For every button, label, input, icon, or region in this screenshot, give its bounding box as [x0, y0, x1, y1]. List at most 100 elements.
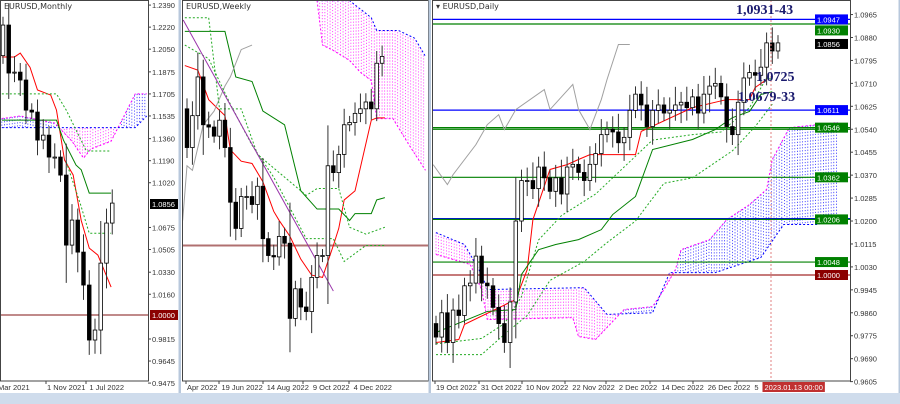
- candle: [667, 109, 672, 114]
- time-tick-label: 1 Nov 2021: [47, 383, 85, 392]
- candle: [309, 276, 314, 312]
- time-tick-label: 10 Nov 2022: [526, 383, 569, 392]
- candle: [352, 112, 358, 123]
- candle: [255, 185, 260, 205]
- price-badge: [815, 14, 848, 25]
- price-badge: [815, 105, 848, 116]
- candle: [741, 77, 746, 103]
- candle: [104, 222, 109, 264]
- candle: [713, 82, 718, 87]
- candle: [707, 85, 712, 95]
- candle: [12, 71, 17, 74]
- time-tick-label: 22 Nov 2022: [572, 383, 615, 392]
- annotation-level-1: 1,0725: [756, 70, 795, 85]
- candle: [331, 165, 336, 174]
- candle: [98, 262, 103, 331]
- time-tick-label: 19 Jun 2022: [221, 383, 262, 392]
- price-tick-label: 1.0880: [854, 33, 877, 42]
- indicator-line: [435, 77, 773, 345]
- time-tick-label: Mar 2021: [0, 383, 30, 392]
- price-badge-label: 1.0000: [152, 311, 175, 320]
- candle: [724, 96, 729, 127]
- candle: [58, 156, 63, 176]
- candle: [35, 111, 40, 141]
- candle: [621, 136, 627, 144]
- candle: [553, 177, 558, 192]
- price-tick-label: 1.2390: [152, 1, 175, 10]
- candle: [363, 101, 369, 110]
- candle: [599, 134, 604, 154]
- candle: [490, 285, 496, 308]
- candle: [770, 42, 775, 52]
- candle: [479, 255, 484, 284]
- indicator-line: [184, 17, 385, 235]
- candle: [718, 82, 724, 98]
- price-tick-label: 1.1190: [152, 157, 174, 166]
- candle: [639, 93, 644, 106]
- price-badge-label: 1.0362: [817, 173, 840, 182]
- candle: [369, 101, 374, 110]
- price-tick-label: 0.9775: [854, 332, 877, 341]
- candle: [650, 109, 655, 127]
- price-tick-label: 1.1535: [152, 112, 175, 121]
- price-tick-label: 1.0330: [152, 268, 175, 277]
- price-badge-label: 1.0546: [817, 124, 840, 133]
- indicator-line: [1, 119, 112, 194]
- price-tick-label: 1.0160: [152, 290, 175, 299]
- indicator-line: [183, 44, 253, 221]
- time-tick-label: 4 Dec 2022: [354, 383, 392, 392]
- candle: [336, 153, 341, 174]
- candle: [298, 288, 304, 308]
- candle: [604, 128, 610, 136]
- indicator-line: [65, 161, 112, 234]
- price-tick-label: 1.0285: [854, 194, 877, 203]
- indicator-line: [1, 52, 112, 288]
- candle: [217, 119, 222, 137]
- price-badge: [150, 310, 178, 320]
- price-tick-label: 0.9690: [854, 355, 877, 364]
- price-badge: [815, 25, 848, 36]
- time-tick-label: 19 Oct 2022: [436, 383, 477, 392]
- candle: [266, 238, 271, 256]
- price-badge-label: 1.0930: [817, 26, 840, 35]
- time-tick-label: 2 Dec 2022: [619, 383, 657, 392]
- price-badge: [815, 257, 848, 268]
- price-badge: [815, 38, 848, 49]
- price-tick-label: 0.9645: [152, 357, 175, 366]
- candle: [244, 196, 249, 198]
- candle: [570, 163, 575, 168]
- price-badge-label: 1.0000: [817, 271, 840, 280]
- candle: [467, 282, 473, 287]
- candle: [485, 282, 490, 287]
- candle: [320, 255, 325, 257]
- candle: [456, 309, 461, 316]
- candle: [473, 255, 479, 284]
- candle: [433, 323, 439, 338]
- candle: [347, 122, 352, 126]
- candle: [23, 79, 29, 111]
- price-tick-label: 1.0200: [854, 217, 877, 226]
- candle: [576, 163, 581, 173]
- price-tick-label: 1.0625: [854, 102, 877, 111]
- price-tick-label: 1.1360: [152, 135, 175, 144]
- price-tick-label: 1.0675: [152, 223, 175, 232]
- candle: [52, 156, 57, 159]
- candle: [502, 323, 507, 343]
- candle: [519, 180, 524, 222]
- time-tick-label: 1 Jul 2022: [89, 383, 124, 392]
- cloud-span-a: [1, 93, 147, 159]
- candle: [462, 285, 467, 316]
- price-tick-label: 1.1020: [152, 179, 175, 188]
- price-tick-label: 1.0965: [854, 11, 877, 20]
- candle: [29, 109, 34, 113]
- candle: [64, 174, 69, 246]
- candle: [559, 177, 564, 195]
- candle: [1, 24, 6, 57]
- plot-frame: [0, 0, 149, 382]
- indicator-line: [184, 30, 385, 222]
- price-badge: [150, 199, 178, 210]
- candle: [6, 24, 11, 74]
- menu-triangle-icon[interactable]: ▾: [436, 2, 443, 11]
- cloud-span-b: [1, 115, 148, 129]
